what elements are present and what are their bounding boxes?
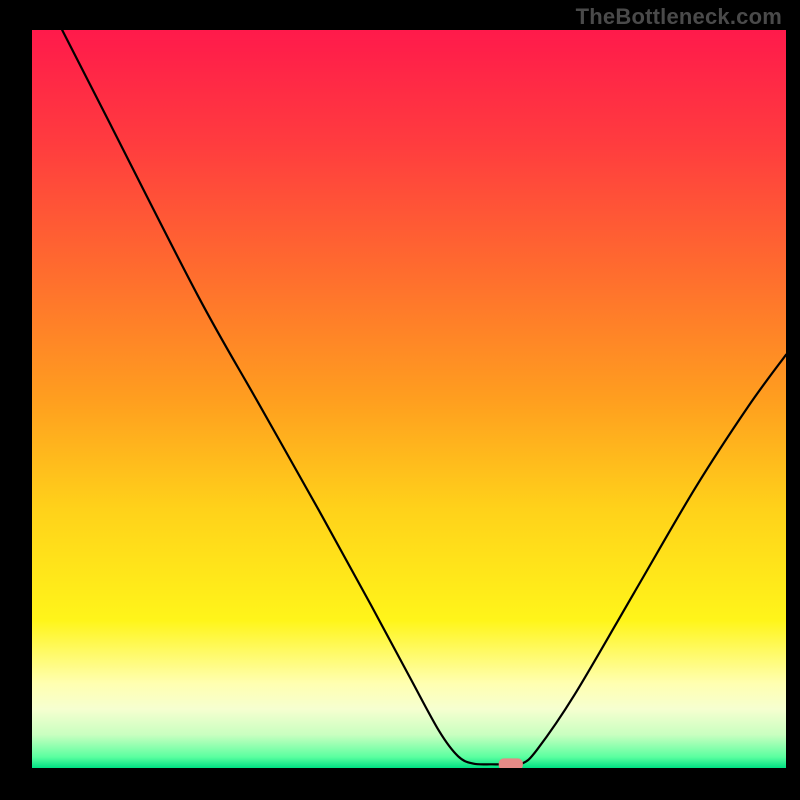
watermark-text: TheBottleneck.com <box>576 4 782 30</box>
chart-frame: TheBottleneck.com <box>0 0 800 800</box>
bottleneck-chart <box>0 0 800 800</box>
